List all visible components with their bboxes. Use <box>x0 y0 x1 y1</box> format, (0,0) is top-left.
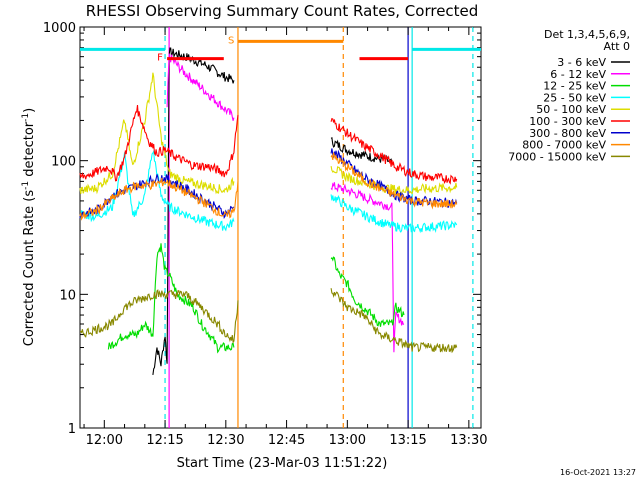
y-tick-label: 10 <box>59 288 76 303</box>
x-tick-label: 13:00 <box>329 433 366 448</box>
series-line <box>330 288 458 354</box>
y-tick-label: 1 <box>68 422 76 437</box>
series-line <box>79 174 235 220</box>
y-axis-ticks: 1 10 100 1000 <box>43 21 481 437</box>
series-line <box>330 165 458 195</box>
x-axis-label: Start Time (23-Mar-03 11:51:22) <box>177 456 388 471</box>
series-line <box>79 105 239 182</box>
legend-label: 7000 - 15000 keV <box>508 150 606 163</box>
y-label-part: detector <box>22 121 37 181</box>
x-tick-label: 13:30 <box>450 433 487 448</box>
y-label-part: ) <box>22 108 37 113</box>
y-label-sup: -1 <box>21 113 31 122</box>
x-tick-label: 12:30 <box>207 433 244 448</box>
legend-label: 12 - 25 keV <box>543 80 606 93</box>
flag-label: F <box>157 53 163 64</box>
legend-label: 50 - 100 keV <box>536 103 606 116</box>
x-axis-ticks: 12:00 12:15 12:30 12:45 13:00 13:15 13:30 <box>83 27 488 448</box>
y-tick-label: 1000 <box>43 21 76 36</box>
series-line <box>79 149 235 232</box>
series-layer <box>79 47 458 375</box>
legend-label: 300 - 800 keV <box>529 127 606 140</box>
legend-label: 6 - 12 keV <box>550 68 606 81</box>
legend-label: 100 - 300 keV <box>529 115 606 128</box>
series-line <box>166 53 235 121</box>
y-tick-label: 100 <box>51 155 76 170</box>
series-line <box>330 182 405 353</box>
series-line <box>79 177 239 221</box>
series-line <box>80 289 239 344</box>
plot-timestamp: 16-Oct-2021 13:27 <box>560 468 636 477</box>
series-line <box>107 243 235 354</box>
x-tick-label: 12:45 <box>268 433 305 448</box>
series-line <box>330 194 458 234</box>
series-line <box>330 152 458 210</box>
series-line <box>330 256 405 327</box>
series-line <box>79 72 235 195</box>
y-label-sup: -1 <box>21 181 31 190</box>
plot-frame <box>79 26 482 429</box>
x-tick-label: 12:00 <box>86 433 123 448</box>
x-tick-label: 12:15 <box>146 433 183 448</box>
y-label-part: Corrected Count Rate (s <box>22 190 37 347</box>
series-line <box>330 117 458 185</box>
flag-label: S <box>228 35 234 46</box>
legend-detectors: Det 1,3,4,5,6,9, <box>544 28 630 41</box>
legend-attenuator: Att 0 <box>604 40 630 53</box>
x-tick-label: 13:15 <box>389 433 426 448</box>
legend-label: 800 - 7000 keV <box>522 139 606 152</box>
chart-title: RHESSI Observing Summary Count Rates, Co… <box>86 2 479 20</box>
y-axis-label: Corrected Count Rate (s-1 detector-1) <box>21 108 37 346</box>
flag-bars: FS <box>80 35 481 64</box>
legend-label: 3 - 6 keV <box>557 56 606 69</box>
legend-label: 25 - 50 keV <box>543 91 606 104</box>
